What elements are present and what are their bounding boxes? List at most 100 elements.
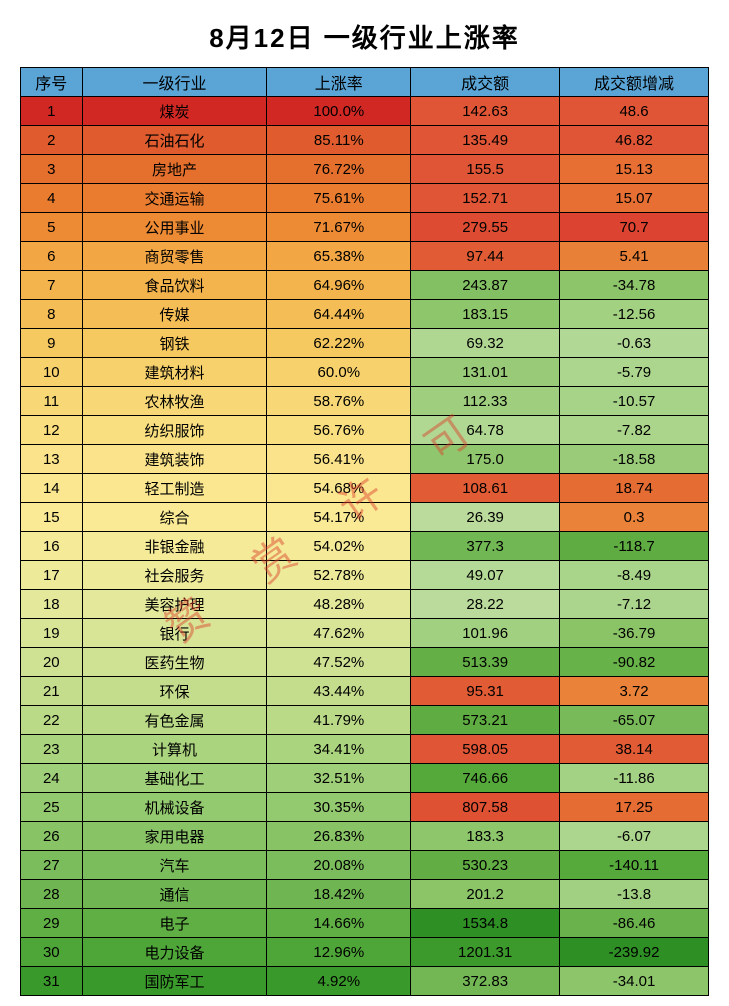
cell-name: 建筑装饰 xyxy=(82,445,267,474)
cell-rate: 18.42% xyxy=(267,880,411,909)
cell-vol: 28.22 xyxy=(411,590,560,619)
cell-chg: 5.41 xyxy=(560,242,709,271)
table-row: 8传媒64.44%183.15-12.56 xyxy=(21,300,709,329)
cell-name: 石油石化 xyxy=(82,126,267,155)
cell-chg: 46.82 xyxy=(560,126,709,155)
cell-chg: 18.74 xyxy=(560,474,709,503)
cell-vol: 573.21 xyxy=(411,706,560,735)
table-row: 22有色金属41.79%573.21-65.07 xyxy=(21,706,709,735)
cell-vol: 112.33 xyxy=(411,387,560,416)
cell-vol: 183.3 xyxy=(411,822,560,851)
cell-vol: 513.39 xyxy=(411,648,560,677)
cell-name: 电力设备 xyxy=(82,938,267,967)
table-container: 序号一级行业上涨率成交额成交额增减 1煤炭100.0%142.6348.62石油… xyxy=(20,67,709,996)
table-row: 11农林牧渔58.76%112.33-10.57 xyxy=(21,387,709,416)
table-row: 21环保43.44%95.313.72 xyxy=(21,677,709,706)
cell-name: 基础化工 xyxy=(82,764,267,793)
cell-rate: 62.22% xyxy=(267,329,411,358)
cell-name: 房地产 xyxy=(82,155,267,184)
cell-rate: 14.66% xyxy=(267,909,411,938)
cell-name: 综合 xyxy=(82,503,267,532)
table-row: 6商贸零售65.38%97.445.41 xyxy=(21,242,709,271)
cell-vol: 183.15 xyxy=(411,300,560,329)
cell-chg: -13.8 xyxy=(560,880,709,909)
cell-rate: 32.51% xyxy=(267,764,411,793)
cell-rate: 85.11% xyxy=(267,126,411,155)
cell-name: 计算机 xyxy=(82,735,267,764)
cell-idx: 2 xyxy=(21,126,83,155)
cell-rate: 4.92% xyxy=(267,967,411,996)
cell-rate: 34.41% xyxy=(267,735,411,764)
table-row: 2石油石化85.11%135.4946.82 xyxy=(21,126,709,155)
cell-idx: 8 xyxy=(21,300,83,329)
industry-table: 序号一级行业上涨率成交额成交额增减 1煤炭100.0%142.6348.62石油… xyxy=(20,67,709,996)
cell-chg: -86.46 xyxy=(560,909,709,938)
cell-name: 商贸零售 xyxy=(82,242,267,271)
cell-name: 社会服务 xyxy=(82,561,267,590)
cell-idx: 5 xyxy=(21,213,83,242)
table-row: 16非银金融54.02%377.3-118.7 xyxy=(21,532,709,561)
cell-idx: 25 xyxy=(21,793,83,822)
cell-vol: 175.0 xyxy=(411,445,560,474)
cell-idx: 14 xyxy=(21,474,83,503)
cell-rate: 60.0% xyxy=(267,358,411,387)
cell-vol: 746.66 xyxy=(411,764,560,793)
col-header-name: 一级行业 xyxy=(82,68,267,97)
cell-rate: 76.72% xyxy=(267,155,411,184)
cell-rate: 100.0% xyxy=(267,97,411,126)
cell-chg: -7.12 xyxy=(560,590,709,619)
cell-rate: 54.17% xyxy=(267,503,411,532)
cell-idx: 12 xyxy=(21,416,83,445)
cell-rate: 75.61% xyxy=(267,184,411,213)
cell-name: 轻工制造 xyxy=(82,474,267,503)
cell-idx: 9 xyxy=(21,329,83,358)
table-body: 1煤炭100.0%142.6348.62石油石化85.11%135.4946.8… xyxy=(21,97,709,996)
cell-idx: 18 xyxy=(21,590,83,619)
col-header-rate: 上涨率 xyxy=(267,68,411,97)
cell-vol: 377.3 xyxy=(411,532,560,561)
cell-rate: 64.96% xyxy=(267,271,411,300)
cell-rate: 52.78% xyxy=(267,561,411,590)
table-row: 18美容护理48.28%28.22-7.12 xyxy=(21,590,709,619)
cell-name: 建筑材料 xyxy=(82,358,267,387)
cell-vol: 372.83 xyxy=(411,967,560,996)
cell-idx: 23 xyxy=(21,735,83,764)
cell-rate: 47.62% xyxy=(267,619,411,648)
cell-name: 纺织服饰 xyxy=(82,416,267,445)
cell-vol: 152.71 xyxy=(411,184,560,213)
cell-rate: 41.79% xyxy=(267,706,411,735)
cell-vol: 101.96 xyxy=(411,619,560,648)
cell-rate: 56.76% xyxy=(267,416,411,445)
cell-name: 煤炭 xyxy=(82,97,267,126)
table-row: 3房地产76.72%155.515.13 xyxy=(21,155,709,184)
cell-chg: 0.3 xyxy=(560,503,709,532)
cell-idx: 3 xyxy=(21,155,83,184)
cell-vol: 201.2 xyxy=(411,880,560,909)
cell-vol: 135.49 xyxy=(411,126,560,155)
table-row: 7食品饮料64.96%243.87-34.78 xyxy=(21,271,709,300)
cell-idx: 10 xyxy=(21,358,83,387)
cell-idx: 21 xyxy=(21,677,83,706)
cell-name: 食品饮料 xyxy=(82,271,267,300)
cell-idx: 11 xyxy=(21,387,83,416)
table-row: 13建筑装饰56.41%175.0-18.58 xyxy=(21,445,709,474)
cell-chg: -36.79 xyxy=(560,619,709,648)
col-header-idx: 序号 xyxy=(21,68,83,97)
cell-vol: 97.44 xyxy=(411,242,560,271)
table-row: 27汽车20.08%530.23-140.11 xyxy=(21,851,709,880)
cell-vol: 598.05 xyxy=(411,735,560,764)
cell-name: 银行 xyxy=(82,619,267,648)
table-row: 25机械设备30.35%807.5817.25 xyxy=(21,793,709,822)
cell-chg: -239.92 xyxy=(560,938,709,967)
cell-rate: 56.41% xyxy=(267,445,411,474)
cell-idx: 29 xyxy=(21,909,83,938)
cell-name: 钢铁 xyxy=(82,329,267,358)
cell-chg: 3.72 xyxy=(560,677,709,706)
cell-idx: 4 xyxy=(21,184,83,213)
cell-name: 传媒 xyxy=(82,300,267,329)
table-row: 14轻工制造54.68%108.6118.74 xyxy=(21,474,709,503)
cell-vol: 807.58 xyxy=(411,793,560,822)
cell-rate: 48.28% xyxy=(267,590,411,619)
table-row: 5公用事业71.67%279.5570.7 xyxy=(21,213,709,242)
cell-chg: -65.07 xyxy=(560,706,709,735)
